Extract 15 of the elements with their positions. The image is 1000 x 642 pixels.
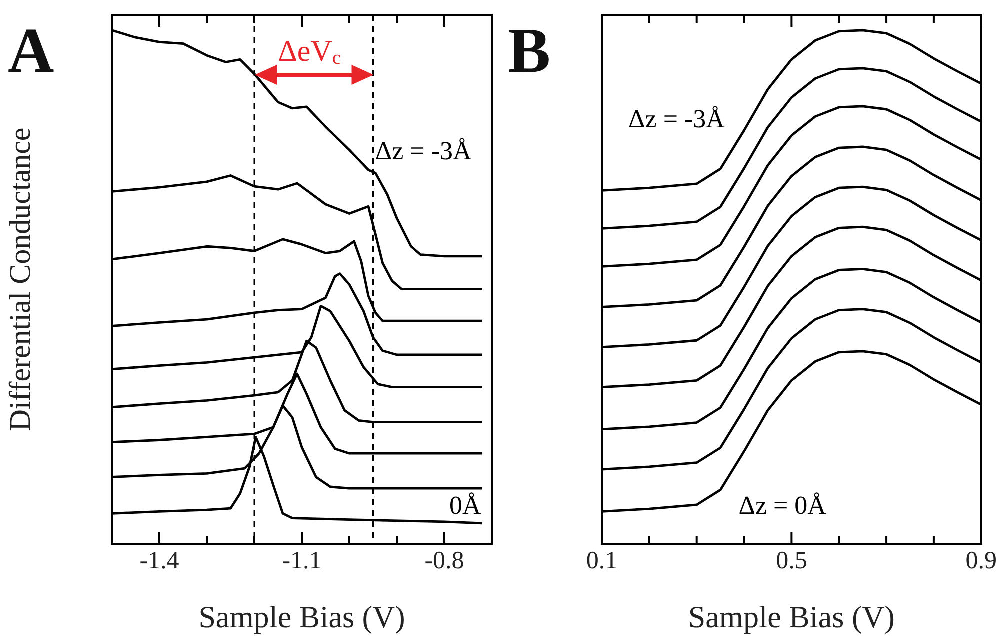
annotation: Δz = 0Å — [738, 490, 827, 520]
x-tick-label: -1.1 — [282, 548, 322, 575]
chart-title: B — [508, 15, 551, 86]
x-tick-label: -0.8 — [424, 548, 464, 575]
annotation: Δz = -3Å — [375, 136, 472, 166]
x-axis-title: Sample Bias (V) — [688, 600, 896, 635]
x-tick-label: 0.1 — [586, 548, 618, 575]
annotation: 0Å — [450, 490, 482, 520]
x-axis-title: Sample Bias (V) — [198, 600, 406, 635]
y-axis-title: Differential Conductance — [4, 128, 37, 432]
x-tick-label: 0.5 — [776, 548, 808, 575]
chart-title: A — [8, 15, 54, 86]
x-tick-label: 0.9 — [966, 548, 997, 575]
x-tick-label: -1.4 — [140, 548, 180, 575]
annotation: Δz = -3Å — [628, 104, 726, 134]
